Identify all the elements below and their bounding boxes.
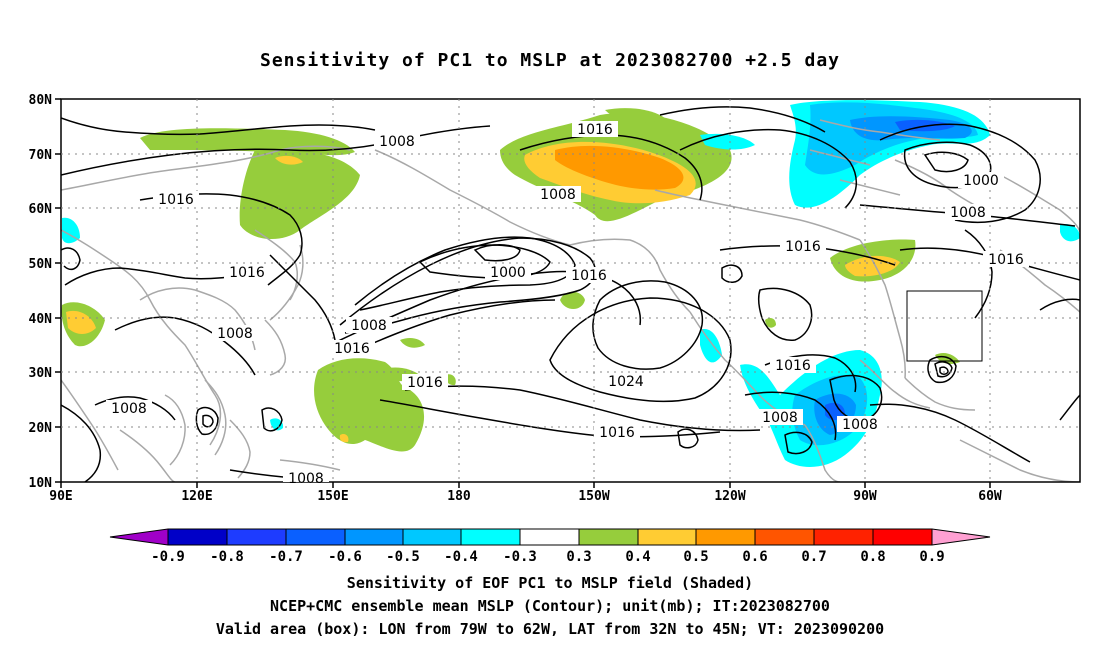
lon-label: 120W [714,489,745,504]
lat-label: 80N [29,93,53,108]
contour-label: 1016 [334,341,370,357]
page-title: Sensitivity of PC1 to MSLP at 2023082700… [259,50,840,71]
colorbar-swatch [696,529,755,545]
colorbar-swatch [932,529,990,545]
colorbar-outline [109,528,991,546]
contour-label: 1008 [540,187,576,203]
lon-label: 60W [978,489,1002,504]
valid-area-box [906,290,983,362]
contour-label: 1008 [379,134,415,150]
contour-label: 1000 [963,173,999,189]
colorbar-label: -0.6 [328,549,362,565]
contour-label: 1016 [577,122,613,138]
colorbar-swatch [110,529,168,545]
lat-label: 30N [29,366,53,381]
contour-label: 1000 [490,265,526,281]
colorbar-swatch [579,529,638,545]
caption-valid-area: Valid area (box): LON from 79W to 62W, L… [215,620,885,638]
caption-contour: NCEP+CMC ensemble mean MSLP (Contour); u… [270,597,830,615]
colorbar-label: 0.6 [742,549,767,565]
colorbar-label: -0.8 [210,549,244,565]
plot-frame [60,98,1081,483]
colorbar-label: 0.9 [919,549,944,565]
colorbar-label: -0.5 [386,549,420,565]
lon-label: 90W [853,489,877,504]
colorbar-swatch [403,529,461,545]
colorbar-label: 0.3 [566,549,591,565]
latitude-labels: 80N 70N 60N 50N 40N 30N 20N 10N [29,93,53,491]
contour-label: 1016 [571,268,607,284]
colorbar-label: -0.3 [503,549,537,565]
mslp-contours [61,106,1080,482]
contour-label: 1016 [988,252,1024,268]
lon-label: 120E [181,489,212,504]
colorbar-swatches [110,529,990,545]
gridlines [61,99,1080,482]
lat-label: 20N [29,421,53,436]
contour-labels: 1008 1016 1016 1008 1000 1016 1008 1008 … [106,121,1029,487]
orange-shading [555,145,684,190]
lon-label: 150E [317,489,348,504]
colorbar-swatch [286,529,345,545]
colorbar-swatch [814,529,873,545]
lat-label: 60N [29,202,53,217]
colorbar-swatch [755,529,814,545]
lon-label: 90E [49,489,72,504]
contour-label: 1008 [288,471,324,487]
contour-label: 1016 [229,265,265,281]
colorbar-label: 0.8 [860,549,885,565]
contour-label: 1008 [351,318,387,334]
colorbar-swatch [520,529,579,545]
contour-label: 1024 [608,374,644,390]
colorbar-label: -0.7 [269,549,303,565]
contour-label: 1008 [217,326,253,342]
colorbar-swatch [873,529,932,545]
contour-label: 1008 [762,410,798,426]
colorbar-swatch [168,529,227,545]
lat-label: 40N [29,312,53,327]
colorbar-label: -0.4 [444,549,478,565]
lat-label: 10N [29,476,53,491]
colorbar-labels: -0.9 -0.8 -0.7 -0.6 -0.5 -0.4 -0.3 0.3 0… [151,549,945,565]
contour-label: 1008 [111,401,147,417]
longitude-labels: 90E 120E 150E 180 150W 120W 90W 60W [49,489,1002,504]
contour-label: 1016 [785,239,821,255]
colorbar-label: -0.9 [151,549,185,565]
lon-label: 150W [578,489,609,504]
contour-label: 1016 [407,375,443,391]
contour-label: 1008 [842,417,878,433]
colorbar-label: 0.5 [683,549,708,565]
lat-label: 70N [29,148,53,163]
colorbar-label: 0.4 [625,549,650,565]
lon-label: 180 [447,489,471,504]
colorbar-label: 0.7 [801,549,826,565]
contour-label: 1016 [599,425,635,441]
colorbar-swatch [227,529,286,545]
lat-label: 50N [29,257,53,272]
colorbar-swatch [345,529,403,545]
contour-label: 1016 [158,192,194,208]
axis-ticks [55,98,991,488]
contour-label: 1016 [775,358,811,374]
colorbar-swatch [638,529,696,545]
contour-label: 1008 [950,205,986,221]
caption-shaded: Sensitivity of EOF PC1 to MSLP field (Sh… [346,574,754,592]
colorbar-swatch [461,529,520,545]
